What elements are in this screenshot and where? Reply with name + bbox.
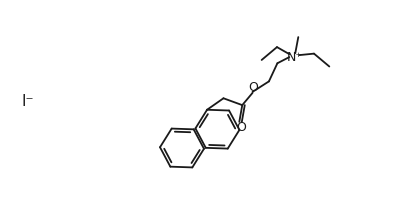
Text: O: O <box>248 81 258 94</box>
Text: N⁺: N⁺ <box>286 51 302 64</box>
Text: O: O <box>236 121 246 134</box>
Text: I⁻: I⁻ <box>22 94 34 110</box>
